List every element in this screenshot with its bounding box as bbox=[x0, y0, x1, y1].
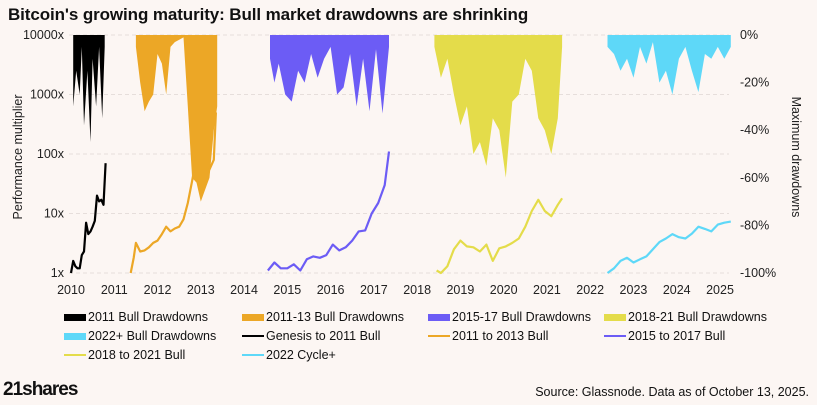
legend-item: 2022 Cycle+ bbox=[242, 348, 336, 362]
line-2011-to-2013-bull bbox=[129, 112, 217, 274]
x-tick-label: 2014 bbox=[230, 283, 258, 297]
x-tick-label: 2013 bbox=[187, 283, 215, 297]
line-2015-to-2017-bull bbox=[267, 151, 391, 272]
legend-swatch bbox=[64, 313, 86, 321]
legend-label: 2022+ Bull Drawdowns bbox=[88, 329, 217, 343]
legend-item: 2011 to 2013 Bull bbox=[428, 329, 548, 343]
legend-label: 2011-13 Bull Drawdowns bbox=[266, 310, 405, 324]
drawdown-area-2022-bull-drawdowns bbox=[607, 35, 731, 95]
y-tick-label: 10x bbox=[44, 207, 65, 221]
legend-item: 2018-21 Bull Drawdowns bbox=[604, 310, 767, 324]
legend-item: 2011-13 Bull Drawdowns bbox=[242, 310, 404, 324]
legend-label: 2011 Bull Drawdowns bbox=[88, 310, 208, 324]
legend-swatch bbox=[604, 335, 626, 337]
y-axis-label: Performance multiplier bbox=[11, 94, 25, 219]
legend-label: 2018-21 Bull Drawdowns bbox=[628, 310, 767, 324]
legend-swatch bbox=[242, 313, 264, 321]
drawdown-area-2011-bull-drawdowns bbox=[73, 35, 105, 143]
legend-swatch bbox=[242, 354, 264, 356]
legend-item: 2018 to 2021 Bull bbox=[64, 348, 185, 362]
legend-item: Genesis to 2011 Bull bbox=[242, 329, 380, 343]
line-2018-to-2021-bull bbox=[436, 197, 564, 275]
x-tick-label: 2023 bbox=[620, 283, 648, 297]
y2-tick-label: -80% bbox=[740, 218, 769, 232]
x-tick-label: 2019 bbox=[446, 283, 474, 297]
chart: 1x 10x 100x 1000x 10000x 0% -20% -40% -60% -80% -… bbox=[11, 28, 803, 297]
legend-item: 2011 Bull Drawdowns bbox=[64, 310, 208, 324]
drawdown-area-2018-21-bull-drawdowns bbox=[434, 35, 563, 178]
y-axis-right: 0% -20% -40% -60% -80% -100% bbox=[740, 28, 776, 280]
line-genesis-to-2011-bull bbox=[69, 163, 107, 274]
y-tick-label: 1000x bbox=[30, 88, 65, 102]
x-tick-label: 2011 bbox=[101, 283, 128, 297]
legend-item: 2015-17 Bull Drawdowns bbox=[428, 310, 591, 324]
brand-logo: 21shares bbox=[3, 379, 78, 400]
legend-swatch bbox=[64, 332, 86, 340]
drawdown-areas bbox=[73, 35, 731, 202]
legend-label: 2015 to 2017 Bull bbox=[628, 329, 726, 343]
legend-swatch bbox=[428, 313, 450, 321]
legend-label: 2022 Cycle+ bbox=[266, 348, 336, 362]
chart-title: Bitcoin's growing maturity: Bull market … bbox=[8, 5, 529, 24]
y-tick-label: 1x bbox=[51, 266, 65, 280]
legend-swatch bbox=[64, 354, 86, 356]
legend-label: Genesis to 2011 Bull bbox=[266, 329, 381, 343]
y2-axis-label: Maximum drawdowns bbox=[789, 97, 803, 218]
drawdown-area-2011-13-bull-drawdowns bbox=[135, 35, 218, 202]
y2-tick-label: 0% bbox=[740, 28, 758, 42]
x-tick-label: 2010 bbox=[57, 283, 85, 297]
x-tick-label: 2021 bbox=[533, 283, 561, 297]
y2-tick-label: -20% bbox=[740, 76, 769, 90]
performance-lines bbox=[69, 112, 731, 275]
x-tick-label: 2020 bbox=[490, 283, 518, 297]
x-tick-label: 2012 bbox=[144, 283, 172, 297]
x-tick-label: 2022 bbox=[576, 283, 604, 297]
y2-tick-label: -60% bbox=[740, 171, 769, 185]
legend-swatch bbox=[604, 313, 626, 321]
source-note: Source: Glassnode. Data as of October 13… bbox=[535, 385, 809, 399]
legend-item: 2015 to 2017 Bull bbox=[604, 329, 725, 343]
y-tick-label: 100x bbox=[37, 147, 65, 161]
y-axis-left: 1x 10x 100x 1000x 10000x bbox=[23, 28, 65, 280]
x-tick-label: 2024 bbox=[663, 283, 691, 297]
legend-label: 2018 to 2021 Bull bbox=[88, 348, 186, 362]
x-tick-label: 2015 bbox=[273, 283, 301, 297]
y2-tick-label: -40% bbox=[740, 123, 769, 137]
x-axis: 2010 2011 2012 2013 2014 2015 2016 2017 2018 2019… bbox=[57, 283, 734, 297]
x-tick-label: 2025 bbox=[706, 283, 734, 297]
legend-label: 2015-17 Bull Drawdowns bbox=[452, 310, 591, 324]
legend-swatch bbox=[428, 335, 450, 337]
legend-item: 2022+ Bull Drawdowns bbox=[64, 329, 216, 343]
legend-swatch bbox=[242, 335, 264, 337]
line-2022-cycle- bbox=[606, 220, 731, 274]
legend-label: 2011 to 2013 Bull bbox=[452, 329, 549, 343]
x-tick-label: 2016 bbox=[317, 283, 345, 297]
x-tick-label: 2018 bbox=[403, 283, 431, 297]
y2-tick-label: -100% bbox=[740, 266, 776, 280]
grid bbox=[69, 34, 729, 274]
y-tick-label: 10000x bbox=[23, 28, 65, 42]
x-tick-label: 2017 bbox=[360, 283, 388, 297]
drawdown-area-2015-17-bull-drawdowns bbox=[270, 35, 389, 114]
